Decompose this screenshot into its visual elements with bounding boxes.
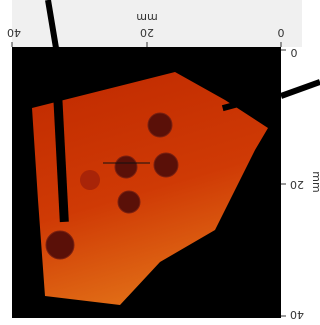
top-tick-label: 40 <box>7 26 21 39</box>
right-axis-label: mm <box>310 171 320 192</box>
right-tick-label: 20 <box>290 178 304 191</box>
top-tick-label: 20 <box>140 26 154 39</box>
right-tick-label: 0 <box>291 46 298 59</box>
top-axis-label: mm <box>136 11 157 24</box>
faint-hole <box>80 170 100 190</box>
top-tick-label: 0 <box>278 26 285 39</box>
image-view: mm 40 20 0 0 20 40 mm <box>0 0 320 321</box>
right-tick-label: 40 <box>290 308 304 321</box>
